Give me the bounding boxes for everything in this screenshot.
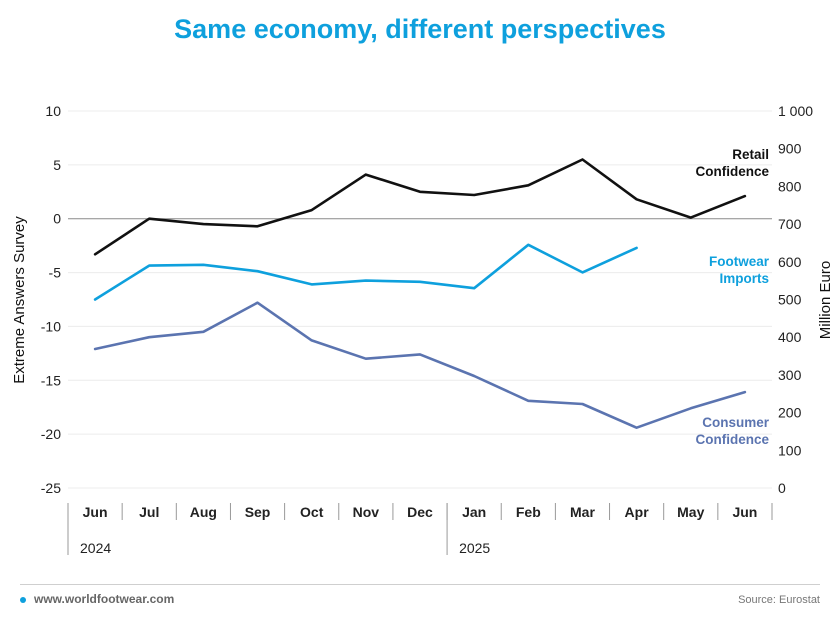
footer-url[interactable]: www.worldfootwear.com [34,592,175,606]
series-line-consumer [93,301,747,430]
gridlines [68,110,772,489]
left-tick-label: 0 [53,211,61,227]
series-label-footwear: Footwear [709,254,770,269]
right-tick-label: 800 [778,178,802,194]
series-line-retail [93,158,747,256]
left-tick-label: 5 [53,157,61,173]
right-tick-label: 600 [778,254,802,270]
x-tick-label: Feb [516,504,541,520]
right-tick-label: 300 [778,367,802,383]
x-tick-label: May [677,504,704,520]
x-tick-label: Jan [462,504,486,520]
left-tick-label: 10 [45,103,61,119]
right-tick-label: 700 [778,216,802,232]
x-tick-label: Dec [407,504,433,520]
right-tick-label: 200 [778,405,802,421]
x-tick-label: Jun [83,504,108,520]
right-tick-label: 100 [778,442,802,458]
series-label-consumer: Confidence [695,432,769,447]
series-line-footwear [93,243,638,301]
year-label: 2024 [80,540,111,556]
x-tick-label: Sep [245,504,271,520]
series-label-footwear: Imports [719,271,769,286]
left-tick-label: -20 [41,426,61,442]
x-tick-label: Aug [190,504,217,520]
left-tick-label: -25 [41,480,61,496]
series-lines [93,158,747,430]
x-axis: Jun Jul Aug Sep Oct Nov Dec Jan Feb Mar Apr May Jun 2… [67,503,773,556]
series-labels: Retail Confidence Footwear Imports Consumer C… [695,147,769,447]
x-tick-label: Apr [625,504,650,520]
footer-dot-icon [20,597,26,603]
right-tick-label: 400 [778,329,802,345]
series-label-consumer: Consumer [702,415,770,430]
left-tick-label: -5 [49,265,62,281]
right-tick-label: 500 [778,292,802,308]
footer-source: Source: Eurostat [738,594,820,606]
x-tick-label: Oct [300,504,324,520]
right-axis-label: Million Euro [817,261,834,339]
left-axis-label: Extreme Answers Survey [11,216,28,384]
right-tick-label: 1 000 [778,103,813,119]
left-tick-label: -10 [41,318,61,334]
x-tick-label: Jun [732,504,757,520]
left-tick-label: -15 [41,372,61,388]
right-tick-label: 900 [778,141,802,157]
x-tick-label: Mar [570,504,595,520]
x-tick-label: Nov [353,504,380,520]
right-tick-label: 0 [778,480,786,496]
chart-title: Same economy, different perspectives [174,14,666,44]
x-tick-label: Jul [139,504,159,520]
line-chart: 10 5 0 -5 -10 -15 -20 -25 1 000 900 800 700 600 500 4… [11,103,834,556]
footer-divider [20,584,820,585]
year-label: 2025 [459,540,490,556]
series-label-retail: Confidence [695,164,769,179]
left-axis-ticks: 10 5 0 -5 -10 -15 -20 -25 [41,103,61,496]
series-label-retail: Retail [732,147,769,162]
